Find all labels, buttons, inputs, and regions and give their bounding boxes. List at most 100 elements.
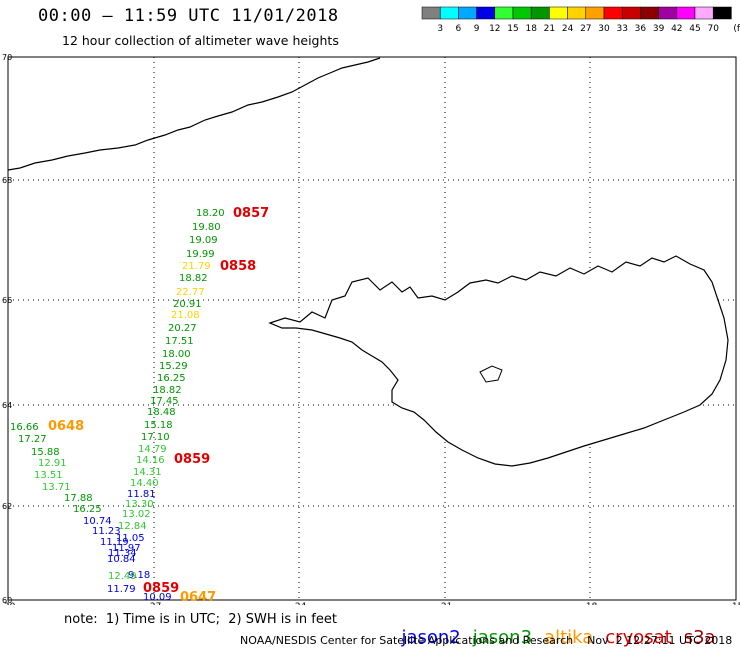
wave-height-label: 19.09 bbox=[189, 235, 218, 246]
colorbar-tick-label: 45 bbox=[689, 24, 700, 34]
y-tick-label: 68 bbox=[2, 176, 12, 185]
greenland-coast bbox=[7, 57, 381, 171]
legend-jason3: jason3 bbox=[472, 627, 533, 648]
wave-height-label: 13.71 bbox=[42, 482, 71, 493]
pass-time-label: 0859 bbox=[143, 581, 179, 596]
map-subtitle: 12 hour collection of altimeter wave hei… bbox=[62, 33, 339, 48]
colorbar-tick-label: 39 bbox=[653, 24, 665, 34]
wave-height-labels: 18.2019.8019.0919.9921.7918.8222.7720.91… bbox=[10, 208, 225, 603]
coastline bbox=[7, 57, 729, 467]
wave-height-label: 15.29 bbox=[159, 361, 188, 372]
legend-cryosat: cryosat bbox=[605, 627, 672, 648]
wave-height-label: 12.84 bbox=[118, 521, 147, 532]
x-tick-label: -15 bbox=[729, 602, 740, 605]
wave-height-label: 18.82 bbox=[179, 273, 208, 284]
units-note: note: 1) Time is in UTC; 2) SWH is in fe… bbox=[64, 612, 337, 627]
wave-height-label: 11.34 bbox=[108, 548, 137, 559]
colorbar-tick-label: 42 bbox=[671, 24, 682, 34]
wave-height-label: 21.79 bbox=[182, 261, 211, 272]
colorbar-tick-label: 36 bbox=[635, 24, 647, 34]
x-tick-label: -30 bbox=[1, 602, 16, 605]
x-tick-label: -24 bbox=[292, 602, 307, 605]
colorbar-swatch bbox=[712, 6, 732, 20]
wave-height-label: 10.84 bbox=[107, 554, 136, 565]
wave-height-label: 16.25 bbox=[157, 373, 186, 384]
colorbar-tick-label: 15 bbox=[507, 24, 518, 34]
wave-height-label: 11.05 bbox=[116, 533, 145, 544]
wave-height-label: 14.16 bbox=[136, 455, 165, 466]
wave-height-label: 14.40 bbox=[130, 478, 159, 489]
credit-line: NOAA/NESDIS Center for Satellite Applica… bbox=[240, 634, 733, 647]
pass-time-label: 0857 bbox=[233, 206, 269, 221]
wave-height-label: 20.27 bbox=[168, 323, 197, 334]
wave-height-label: 16.66 bbox=[10, 422, 39, 433]
wave-height-label: 19.99 bbox=[186, 249, 215, 260]
wave-height-label: 18.20 bbox=[196, 208, 225, 219]
wave-height-label: 22.77 bbox=[176, 287, 205, 298]
wave-height-label: 11.79 bbox=[107, 584, 136, 595]
y-tick-label: 64 bbox=[2, 401, 12, 410]
x-tick-label: -21 bbox=[438, 602, 453, 605]
legend-jason2: jason2 bbox=[401, 627, 461, 648]
wave-height-label: 14.79 bbox=[138, 444, 167, 455]
x-tick-label: -18 bbox=[583, 602, 598, 605]
wave-height-label: 15.88 bbox=[31, 447, 60, 458]
wave-height-label: 10.74 bbox=[83, 516, 112, 527]
colorbar-tick-label: 9 bbox=[474, 24, 480, 34]
colorbar-tick-label: 3 bbox=[437, 24, 443, 34]
wave-height-label: 17.51 bbox=[165, 336, 194, 347]
y-tick-label: 66 bbox=[2, 296, 12, 305]
wave-height-label: 17.45 bbox=[150, 396, 179, 407]
wave-height-label: 13.02 bbox=[122, 509, 151, 520]
wave-height-label: 11.19 bbox=[100, 537, 129, 548]
map-title: 00:00 – 11:59 UTC 11/01/2018 bbox=[38, 6, 339, 26]
wave-height-label: 11.81 bbox=[127, 489, 156, 500]
colorbar-tick-label: (ft) bbox=[733, 24, 740, 34]
wave-height-label: 12.91 bbox=[38, 458, 67, 469]
iceland-coast bbox=[268, 255, 729, 467]
colorbar-tick-label: 27 bbox=[580, 24, 591, 34]
colorbar-tick-label: 18 bbox=[525, 24, 537, 34]
wave-height-label: 17.27 bbox=[18, 434, 47, 445]
wave-height-label: 9.18 bbox=[128, 570, 150, 581]
colorbar-tick-label: 33 bbox=[616, 24, 627, 34]
wave-height-label: 20.91 bbox=[173, 299, 202, 310]
wave-height-label: 10.09 bbox=[143, 592, 172, 603]
wave-height-label: 14.31 bbox=[133, 467, 162, 478]
y-tick-label: 60 bbox=[2, 596, 12, 605]
wave-height-label: 19.80 bbox=[192, 222, 221, 233]
wave-height-label: 11.23 bbox=[92, 526, 121, 537]
wave-height-label: 18.82 bbox=[153, 385, 182, 396]
wave-height-label: 12.49 bbox=[108, 571, 137, 582]
wave-height-label: 11.97 bbox=[112, 543, 141, 554]
wave-height-label: 17.88 bbox=[64, 493, 93, 504]
pass-time-label: 0648 bbox=[48, 419, 84, 434]
legend-s3a: s3a bbox=[683, 627, 716, 648]
wave-height-label: 18.48 bbox=[147, 407, 176, 418]
wave-height-label: 13.30 bbox=[125, 499, 154, 510]
colorbar-tick-label: 12 bbox=[489, 24, 500, 34]
y-tick-label: 70 bbox=[2, 53, 12, 62]
graticule-grid bbox=[7, 56, 737, 601]
y-tick-label: 62 bbox=[2, 502, 12, 511]
wave-height-label: 16.25 bbox=[73, 504, 102, 515]
colorbar-tick-label: 21 bbox=[544, 24, 555, 34]
colorbar-tick-label: 6 bbox=[456, 24, 462, 34]
colorbar-tick-label: 70 bbox=[707, 24, 719, 34]
pass-time-label: 0859 bbox=[174, 452, 210, 467]
wave-height-label: 13.51 bbox=[34, 470, 63, 481]
legend-altika: altika bbox=[544, 627, 594, 648]
wave-height-label: 17.10 bbox=[141, 432, 170, 443]
pass-time-label: 0858 bbox=[220, 259, 256, 274]
map-area: -30 -27 -24 -21 -18 -15 70 68 66 64 62 60 18.20 19.8… bbox=[1, 53, 740, 605]
x-tick-label: -27 bbox=[147, 602, 162, 605]
pass-time-label: 0647 bbox=[180, 590, 216, 605]
colorbar-tick-label: 24 bbox=[562, 24, 574, 34]
wave-height-label: 21.08 bbox=[171, 310, 200, 321]
satellite-legend: jason2 jason3 altika cryosat s3a bbox=[390, 606, 728, 648]
wave-height-label: 15.18 bbox=[144, 420, 173, 431]
axis-ticks: -30 -27 -24 -21 -18 -15 70 68 66 64 62 60 bbox=[1, 53, 740, 605]
wave-height-label: 18.00 bbox=[162, 349, 191, 360]
